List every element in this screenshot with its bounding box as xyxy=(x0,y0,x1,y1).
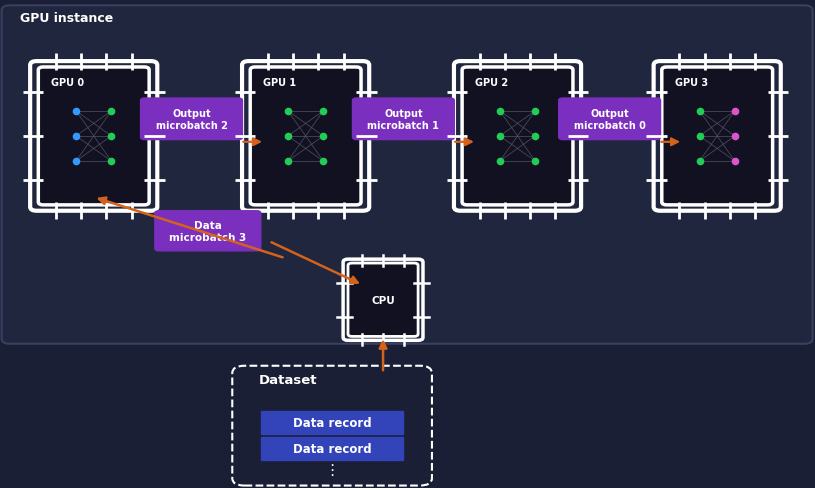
FancyBboxPatch shape xyxy=(38,68,149,205)
Text: Output
microbatch 0: Output microbatch 0 xyxy=(574,109,645,130)
Text: GPU 3: GPU 3 xyxy=(675,78,708,88)
FancyBboxPatch shape xyxy=(261,437,403,460)
Text: GPU 2: GPU 2 xyxy=(475,78,509,88)
FancyBboxPatch shape xyxy=(348,264,418,337)
FancyBboxPatch shape xyxy=(353,99,455,141)
Text: ⋮: ⋮ xyxy=(324,462,340,477)
Text: Data record: Data record xyxy=(293,416,372,429)
Text: CPU: CPU xyxy=(371,295,395,305)
FancyBboxPatch shape xyxy=(140,99,243,141)
Text: GPU 1: GPU 1 xyxy=(263,78,297,88)
Text: Dataset: Dataset xyxy=(259,373,318,386)
Text: GPU instance: GPU instance xyxy=(20,12,113,25)
FancyBboxPatch shape xyxy=(250,68,361,205)
FancyBboxPatch shape xyxy=(155,211,261,251)
Text: Data
microbatch 3: Data microbatch 3 xyxy=(170,221,246,242)
FancyBboxPatch shape xyxy=(559,99,660,141)
Text: GPU 0: GPU 0 xyxy=(51,78,85,88)
Text: Output
microbatch 1: Output microbatch 1 xyxy=(368,109,439,130)
Text: Output
microbatch 2: Output microbatch 2 xyxy=(156,109,227,130)
FancyBboxPatch shape xyxy=(232,366,432,486)
FancyBboxPatch shape xyxy=(2,6,813,344)
Text: Data record: Data record xyxy=(293,442,372,455)
FancyBboxPatch shape xyxy=(662,68,773,205)
FancyBboxPatch shape xyxy=(462,68,573,205)
FancyBboxPatch shape xyxy=(261,411,403,434)
